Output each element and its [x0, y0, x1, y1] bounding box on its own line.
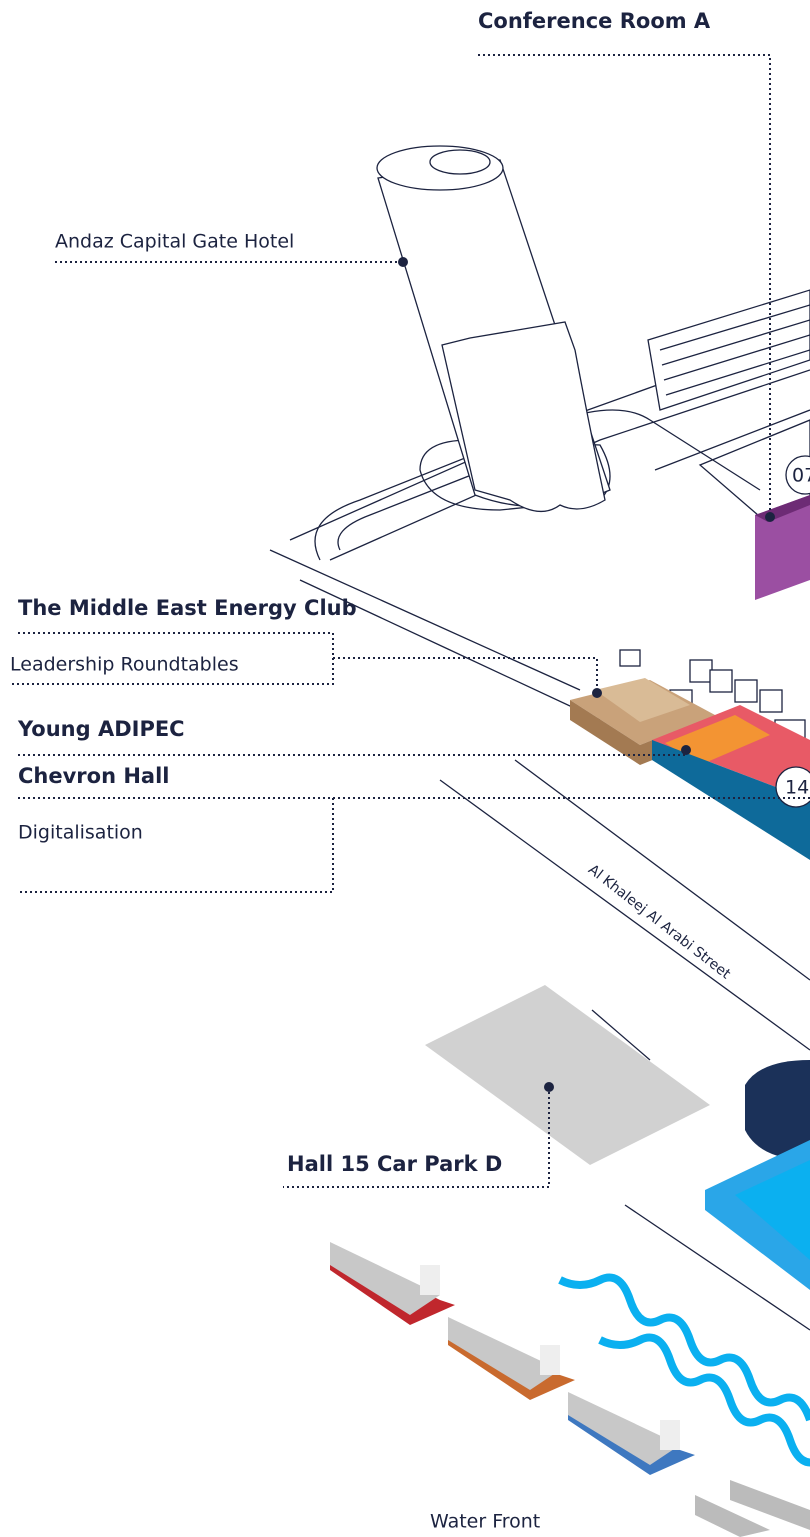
hall-marker-label: 14: [785, 777, 809, 799]
leader-line: [18, 798, 810, 892]
wave: [560, 1278, 810, 1421]
tower-veil: [442, 322, 605, 511]
tower-top-inner: [430, 150, 490, 174]
hall-marker-label: 07: [792, 465, 810, 487]
sub-label: Digitalisation: [18, 822, 143, 844]
label: Conference Room A: [478, 9, 711, 33]
sub-label: Leadership Roundtables: [10, 654, 239, 676]
venue-map: 07 14 Conference Room A Andaz Capital Ga…: [0, 0, 810, 1537]
label: The Middle East Energy Club: [18, 596, 357, 620]
label: Young ADIPEC: [17, 717, 185, 741]
long-building: [648, 290, 810, 410]
street-label: Al Khaleej Al Arabi Street: [585, 862, 734, 983]
ship-red: [330, 1242, 455, 1325]
label: Andaz Capital Gate Hotel: [55, 231, 294, 253]
label: Hall 15 Car Park D: [287, 1152, 502, 1176]
label: Water Front: [430, 1511, 540, 1533]
ship-orange: [448, 1317, 575, 1400]
car-park: [425, 985, 710, 1165]
ship-blue: [568, 1392, 695, 1475]
label: Chevron Hall: [18, 764, 169, 788]
ship-grey: [695, 1480, 810, 1537]
